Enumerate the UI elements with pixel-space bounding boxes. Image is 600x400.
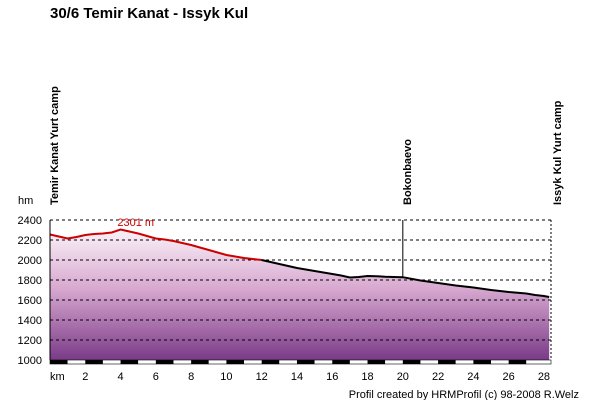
- x-tick-label: 28: [538, 371, 550, 383]
- x-axis-scale-segment: [402, 360, 421, 364]
- x-axis-scale-segment: [455, 360, 474, 364]
- x-axis-scale-segment: [279, 360, 297, 364]
- waypoint-label: Temir Kanat Yurt camp: [49, 86, 61, 205]
- elevation-line-highlight: [49, 228, 262, 261]
- y-tick-label: 2200: [18, 235, 42, 247]
- x-axis-scale-segment: [526, 360, 544, 364]
- x-axis-scale-segment: [508, 360, 527, 364]
- chart-title: 30/6 Temir Kanat - Issyk Kul: [50, 5, 249, 22]
- x-tick-label: 12: [256, 371, 268, 383]
- x-axis-scale-segment: [173, 360, 192, 364]
- waypoint-label: Issyk Kul Yurt camp: [552, 100, 564, 205]
- x-axis-scale-segment: [296, 360, 315, 364]
- x-axis-scale-segment: [420, 360, 439, 364]
- footer-credit: Profil created by HRMProfil (c) 98-2008 …: [349, 389, 579, 400]
- x-tick-label: 2: [82, 371, 88, 383]
- x-axis-scale-segment: [120, 360, 139, 364]
- y-tick-label: 1200: [18, 335, 42, 347]
- y-axis-label: hm: [18, 195, 33, 207]
- x-tick-label: 8: [188, 371, 194, 383]
- x-tick-label: 24: [467, 371, 479, 383]
- x-tick-label: 14: [291, 371, 303, 383]
- x-axis-scale-segment: [367, 360, 386, 364]
- x-axis-scale-segment: [208, 360, 227, 364]
- x-axis-scale-segment: [191, 360, 209, 364]
- x-axis-scale-segment: [438, 360, 456, 364]
- x-axis-scale-segment: [155, 360, 174, 364]
- x-axis-scale-segment: [226, 360, 245, 364]
- y-tick-label: 1800: [18, 275, 42, 287]
- x-tick-label: 22: [432, 371, 444, 383]
- x-tick-label: 10: [220, 371, 232, 383]
- x-axis-scale-segment: [102, 360, 121, 364]
- x-axis-scale-segment: [385, 360, 403, 364]
- x-axis-scale-segment: [473, 360, 492, 364]
- y-tick-label: 2400: [18, 215, 42, 227]
- x-axis-scale-segment: [244, 360, 262, 364]
- x-tick-label: 6: [153, 371, 159, 383]
- x-tick-label: 20: [397, 371, 409, 383]
- x-axis-scale-segment: [67, 360, 86, 364]
- x-axis-label: km: [50, 371, 65, 383]
- x-axis-scale-band: [49, 359, 552, 365]
- x-axis-scale-segment: [261, 360, 280, 364]
- max-elevation-label: 2301 m: [117, 217, 154, 229]
- x-axis-scale-segment: [491, 360, 509, 364]
- x-axis-scale-segment: [314, 360, 333, 364]
- x-tick-label: 26: [503, 371, 515, 383]
- x-axis-scale-segment: [50, 360, 68, 364]
- y-tick-label: 1400: [18, 315, 42, 327]
- y-tick-label: 1600: [18, 295, 42, 307]
- x-tick-label: 4: [118, 371, 124, 383]
- y-tick-label: 2000: [18, 255, 42, 267]
- elevation-area-fill: [50, 229, 550, 360]
- x-axis-scale-segment: [349, 360, 368, 364]
- x-axis-scale-segment: [138, 360, 156, 364]
- x-axis-scale-segment: [332, 360, 350, 364]
- y-tick-label: 1000: [18, 355, 42, 367]
- x-tick-label: 18: [361, 371, 373, 383]
- elevation-line: [261, 259, 550, 298]
- x-axis-scale-segment: [85, 360, 103, 364]
- waypoint-label: Bokonbaevo: [402, 139, 414, 205]
- x-tick-label: 16: [326, 371, 338, 383]
